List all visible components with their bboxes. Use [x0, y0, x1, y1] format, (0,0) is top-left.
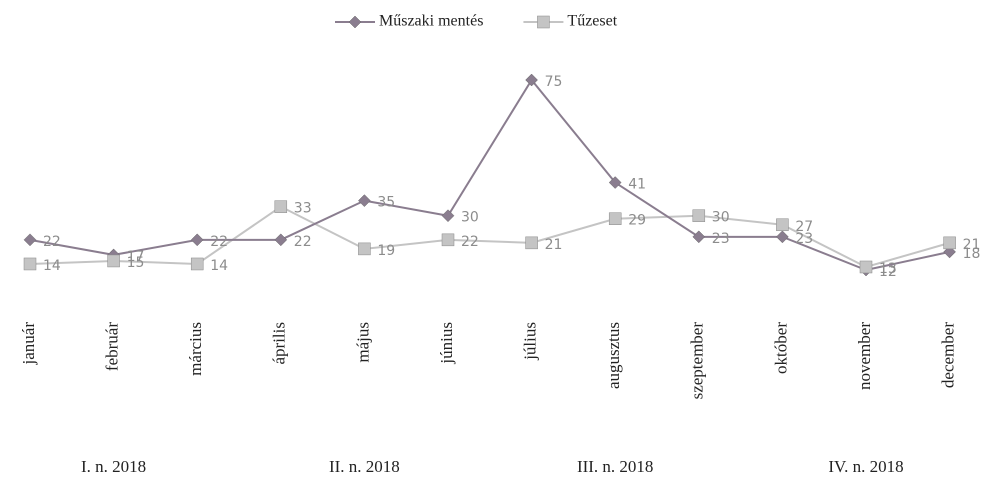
- quarter-label: IV. n. 2018: [828, 457, 903, 476]
- data-label: 30: [461, 210, 479, 226]
- x-tick-label: május: [353, 322, 372, 363]
- quarter-label: III. n. 2018: [577, 457, 653, 476]
- data-label: 22: [43, 234, 61, 250]
- data-label: 41: [628, 177, 646, 193]
- point: [943, 236, 956, 250]
- x-tick-label: április: [270, 322, 289, 365]
- x-tick-label: december: [939, 322, 958, 388]
- point: [525, 236, 538, 250]
- x-tick-label: január: [19, 322, 38, 366]
- legend-label: Műszaki mentés: [379, 13, 483, 30]
- data-label: 75: [545, 74, 563, 90]
- point: [525, 73, 538, 87]
- series-line: [29, 78, 950, 272]
- x-tick-label: szeptember: [688, 322, 707, 400]
- data-label: 18: [963, 246, 981, 262]
- data-label: 21: [545, 237, 563, 253]
- legend-marker: [348, 15, 362, 29]
- data-label: 13: [879, 261, 897, 277]
- point: [608, 176, 622, 189]
- data-label: 14: [210, 258, 228, 274]
- quarter-label: I. n. 2018: [81, 457, 146, 476]
- point: [274, 233, 288, 247]
- data-label: 14: [43, 258, 61, 274]
- point: [441, 233, 455, 247]
- point: [776, 218, 789, 232]
- legend-marker: [537, 15, 550, 29]
- point: [692, 230, 706, 244]
- x-tick-label: február: [103, 322, 122, 371]
- point: [190, 233, 204, 247]
- data-label: 12: [879, 264, 897, 280]
- quarter-label: II. n. 2018: [329, 457, 400, 476]
- point: [23, 257, 37, 271]
- x-tick-label: július: [521, 322, 540, 361]
- point: [608, 212, 622, 225]
- point: [274, 200, 288, 213]
- data-label: 29: [628, 213, 646, 229]
- data-label: 19: [377, 243, 395, 259]
- point: [776, 230, 789, 244]
- data-label: 23: [795, 231, 813, 247]
- data-label: 21: [963, 237, 981, 253]
- series-line: [29, 205, 950, 269]
- point: [441, 209, 455, 223]
- point: [107, 254, 120, 268]
- data-label: 30: [712, 210, 730, 226]
- x-tick-label: október: [771, 322, 790, 374]
- data-label: 22: [461, 234, 479, 250]
- data-label: 35: [377, 195, 395, 211]
- data-label: 15: [127, 255, 145, 271]
- point: [692, 209, 706, 222]
- point: [358, 194, 371, 207]
- legend-label: Tűzeset: [567, 13, 617, 30]
- x-tick-label: március: [186, 322, 205, 376]
- point: [190, 257, 204, 271]
- data-label: 22: [294, 234, 312, 250]
- data-label: 22: [210, 234, 228, 250]
- point: [23, 233, 37, 247]
- data-label: 23: [712, 231, 730, 247]
- legend: Műszaki mentés Tűzeset: [335, 13, 618, 30]
- point: [358, 242, 371, 256]
- data-label: 27: [795, 219, 813, 235]
- x-tick-label: június: [437, 322, 456, 365]
- x-tick-label: november: [855, 322, 874, 390]
- data-label: 17: [127, 249, 145, 265]
- point: [859, 260, 873, 274]
- data-label: 33: [294, 201, 312, 217]
- x-tick-label: augusztus: [604, 322, 623, 389]
